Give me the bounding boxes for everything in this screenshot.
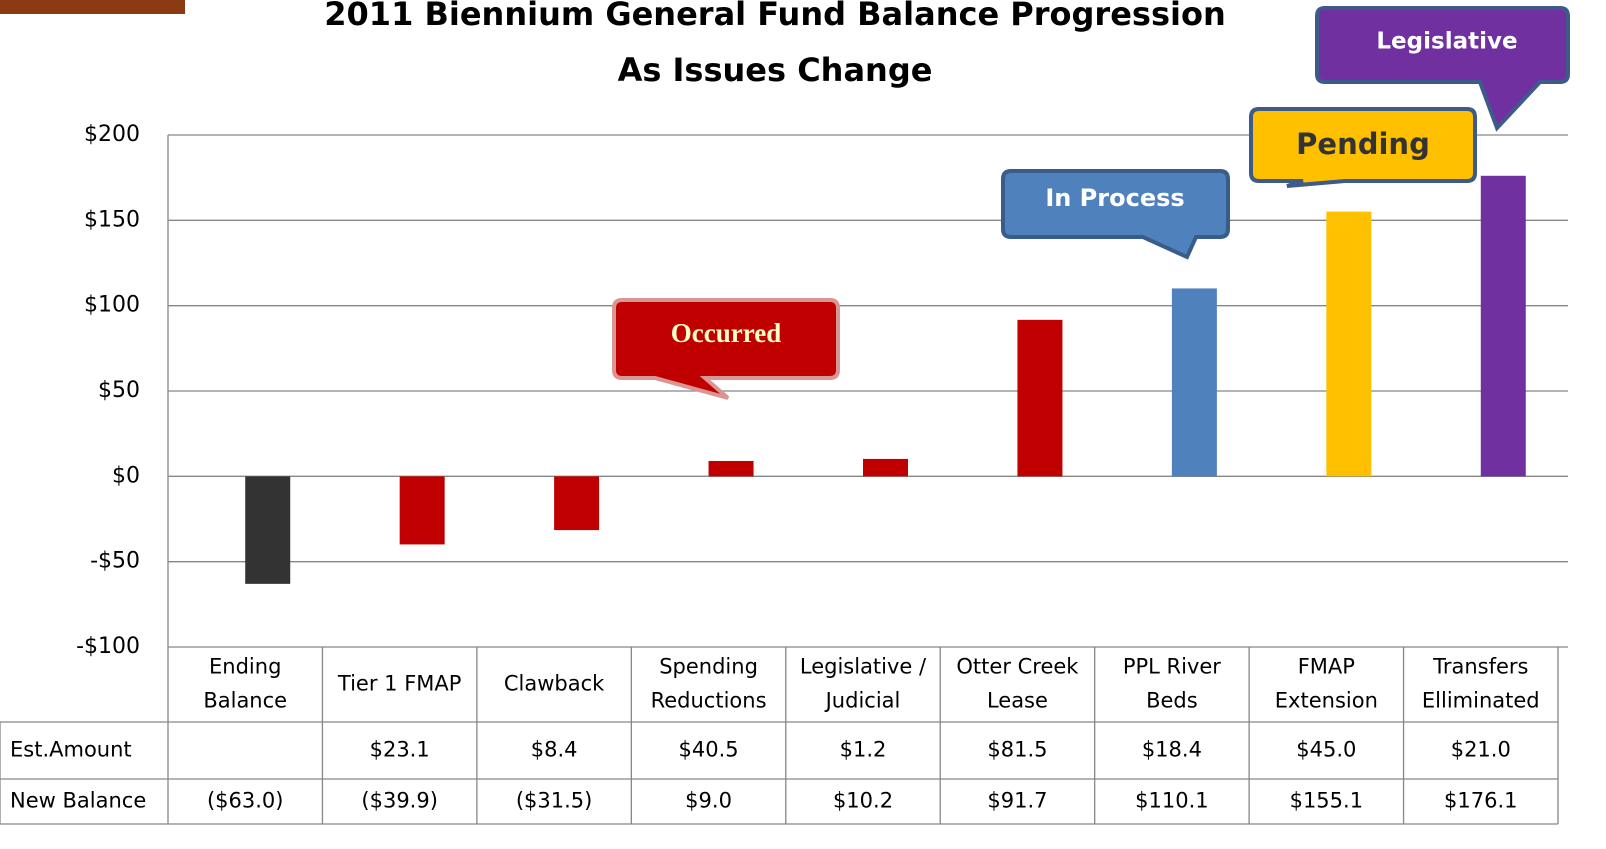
x-tick-label: Tier 1 FMAP — [337, 672, 462, 696]
callout-label: Pending — [1296, 127, 1430, 161]
row-label: Est.Amount — [10, 738, 132, 762]
x-tick-label: Judicial — [824, 689, 901, 713]
x-tick-label: PPL River — [1123, 655, 1221, 679]
table-cell: $45.0 — [1296, 738, 1356, 762]
y-tick-label: $0 — [112, 463, 140, 488]
value-label: $10.2 — [833, 789, 893, 813]
value-label: ($31.5) — [516, 789, 593, 813]
callout-shape — [612, 298, 840, 400]
y-tick-label: $150 — [84, 207, 140, 232]
table-cell: $18.4 — [1142, 738, 1202, 762]
bar — [863, 458, 908, 477]
logo — [0, 0, 185, 14]
chart-title: 2011 Biennium General Fund Balance Progr… — [324, 0, 1225, 33]
table-cell: $8.4 — [531, 738, 578, 762]
table-cell: $23.1 — [370, 738, 430, 762]
x-tick-label: Lease — [987, 689, 1048, 713]
callout-label: Legislative — [1376, 29, 1517, 55]
value-label: $9.0 — [685, 789, 732, 813]
bar — [1480, 175, 1526, 477]
callout-shape — [1249, 107, 1477, 188]
x-tick-label: Beds — [1146, 689, 1198, 713]
bar — [1017, 319, 1063, 477]
value-label: $91.7 — [987, 789, 1047, 813]
table-cell: $40.5 — [678, 738, 738, 762]
chart-title: As Issues Change — [618, 51, 933, 89]
y-tick-label: $50 — [98, 378, 140, 403]
callout-label: Occurred — [671, 318, 781, 348]
bar — [399, 476, 445, 545]
callout-shape — [1315, 6, 1570, 132]
y-tick-label: $100 — [84, 293, 140, 318]
table-cell: $81.5 — [987, 738, 1047, 762]
x-tick-label: Reductions — [651, 689, 767, 713]
y-tick-label: -$50 — [90, 549, 140, 574]
x-tick-label: Extension — [1275, 689, 1378, 713]
callout: Occurred In Process Pending Legislative — [612, 6, 1570, 400]
x-tick-label: Clawback — [504, 672, 605, 696]
row-label: New Balance — [10, 789, 146, 813]
callout-shape — [1001, 169, 1230, 260]
bar — [554, 476, 600, 531]
y-tick-label: -$100 — [76, 634, 140, 659]
x-tick-label: FMAP — [1298, 655, 1355, 679]
x-tick-label: Otter Creek — [956, 655, 1079, 679]
x-tick-label: Spending — [659, 655, 758, 679]
x-tick-label: Balance — [203, 689, 287, 713]
callout-label: In Process — [1045, 184, 1184, 212]
value-label: ($63.0) — [207, 789, 284, 813]
table-cell: $1.2 — [840, 738, 887, 762]
value-label: $155.1 — [1290, 789, 1363, 813]
value-label: $110.1 — [1135, 789, 1208, 813]
y-tick-label: $200 — [84, 122, 140, 147]
bar — [708, 460, 754, 477]
bar — [1326, 211, 1372, 477]
x-tick-label: Transfers — [1432, 655, 1528, 679]
value-label: ($39.9) — [361, 789, 438, 813]
table-cell: $21.0 — [1451, 738, 1511, 762]
value-label: $176.1 — [1444, 789, 1517, 813]
bar — [245, 476, 291, 584]
x-tick-label: Elliminated — [1422, 689, 1540, 713]
bar — [1171, 288, 1217, 477]
x-tick-label: Ending — [209, 655, 281, 679]
x-tick-label: Legislative / — [800, 655, 927, 679]
